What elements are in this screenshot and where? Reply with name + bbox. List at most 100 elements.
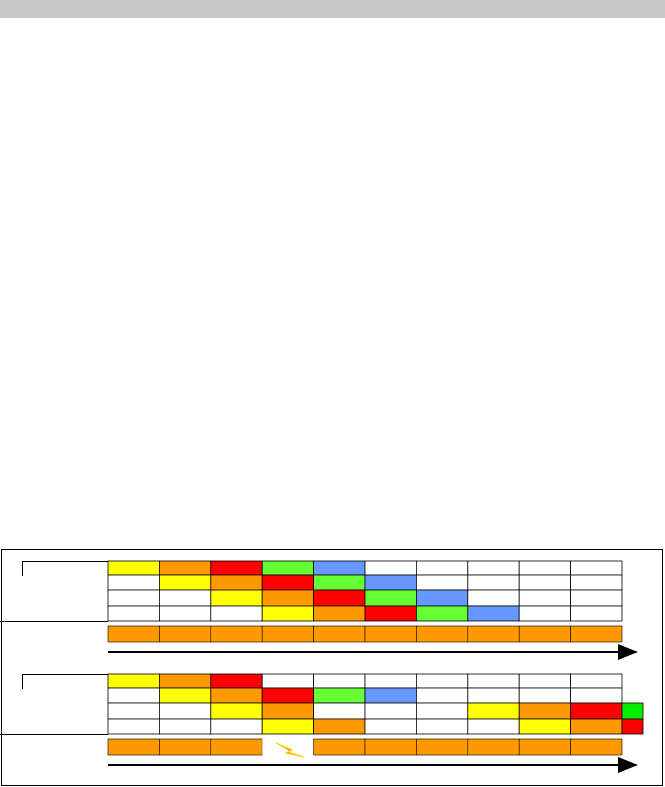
- stage-cell: [107, 589, 160, 607]
- stage-cell: [107, 687, 160, 704]
- stage-cell: [364, 605, 417, 622]
- lightning-icon: [275, 742, 305, 758]
- stage-cell: [364, 718, 417, 735]
- stage-cell: [415, 687, 469, 704]
- stage-cell: [158, 560, 212, 576]
- bar-cell: [364, 625, 417, 643]
- stage-cell: [467, 687, 520, 704]
- stage-cell: [210, 702, 263, 720]
- stage-cell: [570, 718, 623, 735]
- stage-cell: [158, 574, 212, 591]
- stage-cell: [313, 718, 366, 735]
- stage-cell: [313, 687, 366, 704]
- stage-cell: [313, 605, 366, 622]
- bar-cell: [261, 625, 314, 643]
- stage-cell: [621, 718, 644, 735]
- bar-cell: [159, 625, 212, 643]
- stage-cell: [415, 605, 469, 622]
- stage-cell: [467, 702, 520, 720]
- stage-cell: [210, 605, 263, 622]
- stage-cell: [570, 589, 623, 607]
- stage-cell: [158, 687, 212, 704]
- stage-cell: [107, 605, 160, 622]
- stage-cell: [415, 574, 469, 591]
- bar-cell: [416, 625, 469, 643]
- bar-cell: [107, 625, 160, 643]
- stage-cell: [415, 589, 469, 607]
- bar-cell: [313, 738, 366, 756]
- stage-cell: [210, 673, 263, 689]
- stage-cell: [158, 718, 212, 735]
- bar-cell: [570, 625, 623, 643]
- stage-cell: [210, 589, 263, 607]
- stage-cell: [313, 560, 366, 576]
- stage-cell: [518, 589, 572, 607]
- stage-cell: [364, 702, 417, 720]
- stage-cell: [158, 605, 212, 622]
- stage-cell: [518, 673, 572, 689]
- stage-cell: [107, 702, 160, 720]
- stage-cell: [415, 702, 469, 720]
- stage-cell: [313, 589, 366, 607]
- stage-cell: [261, 605, 315, 622]
- stage-cell: [467, 589, 520, 607]
- stage-cell: [107, 560, 160, 576]
- bar-cell: [467, 625, 520, 643]
- stage-cell: [518, 702, 572, 720]
- stage-cell: [415, 718, 469, 735]
- bar-cell: [364, 738, 417, 756]
- stage-cell: [210, 574, 263, 591]
- bar-cell: [467, 738, 520, 756]
- stage-cell: [364, 589, 417, 607]
- stage-cell: [261, 687, 315, 704]
- stage-cell: [570, 673, 623, 689]
- stage-cell: [570, 605, 623, 622]
- stage-cell: [364, 574, 417, 591]
- stage-cell: [261, 560, 315, 576]
- stage-cell: [621, 702, 644, 720]
- stage-cell: [518, 560, 572, 576]
- stage-cell: [518, 718, 572, 735]
- stage-cell: [261, 589, 315, 607]
- stage-cell: [518, 687, 572, 704]
- stage-cell: [570, 702, 623, 720]
- bar-cell: [416, 738, 469, 756]
- stage-cell: [261, 702, 315, 720]
- stage-cell: [364, 687, 417, 704]
- stage-cell: [467, 560, 520, 576]
- stage-cell: [261, 673, 315, 689]
- bar-cell: [262, 739, 314, 755]
- bar-cell: [210, 625, 263, 643]
- stage-cell: [364, 673, 417, 689]
- stage-cell: [261, 718, 315, 735]
- stage-cell: [570, 560, 623, 576]
- stage-cell: [467, 574, 520, 591]
- stage-cell: [158, 589, 212, 607]
- stage-cell: [518, 605, 572, 622]
- stage-cell: [158, 673, 212, 689]
- stage-cell: [107, 574, 160, 591]
- bar-cell: [107, 738, 160, 756]
- stage-cell: [467, 673, 520, 689]
- stage-cell: [313, 673, 366, 689]
- stage-cell: [518, 574, 572, 591]
- frame: [1, 549, 663, 786]
- bar-cell: [313, 625, 366, 643]
- bar-cell: [518, 738, 571, 756]
- bar-cell: [159, 738, 212, 756]
- stage-cell: [210, 560, 263, 576]
- bar-cell: [210, 738, 263, 756]
- title-bar: [0, 0, 665, 18]
- stage-cell: [210, 687, 263, 704]
- stage-cell: [107, 718, 160, 735]
- stage-cell: [467, 605, 520, 622]
- stage-cell: [570, 574, 623, 591]
- stage-cell: [107, 673, 160, 689]
- stage-cell: [570, 687, 623, 704]
- bar-cell: [518, 625, 571, 643]
- stage-cell: [210, 718, 263, 735]
- stage-cell: [415, 560, 469, 576]
- stage-cell: [364, 560, 417, 576]
